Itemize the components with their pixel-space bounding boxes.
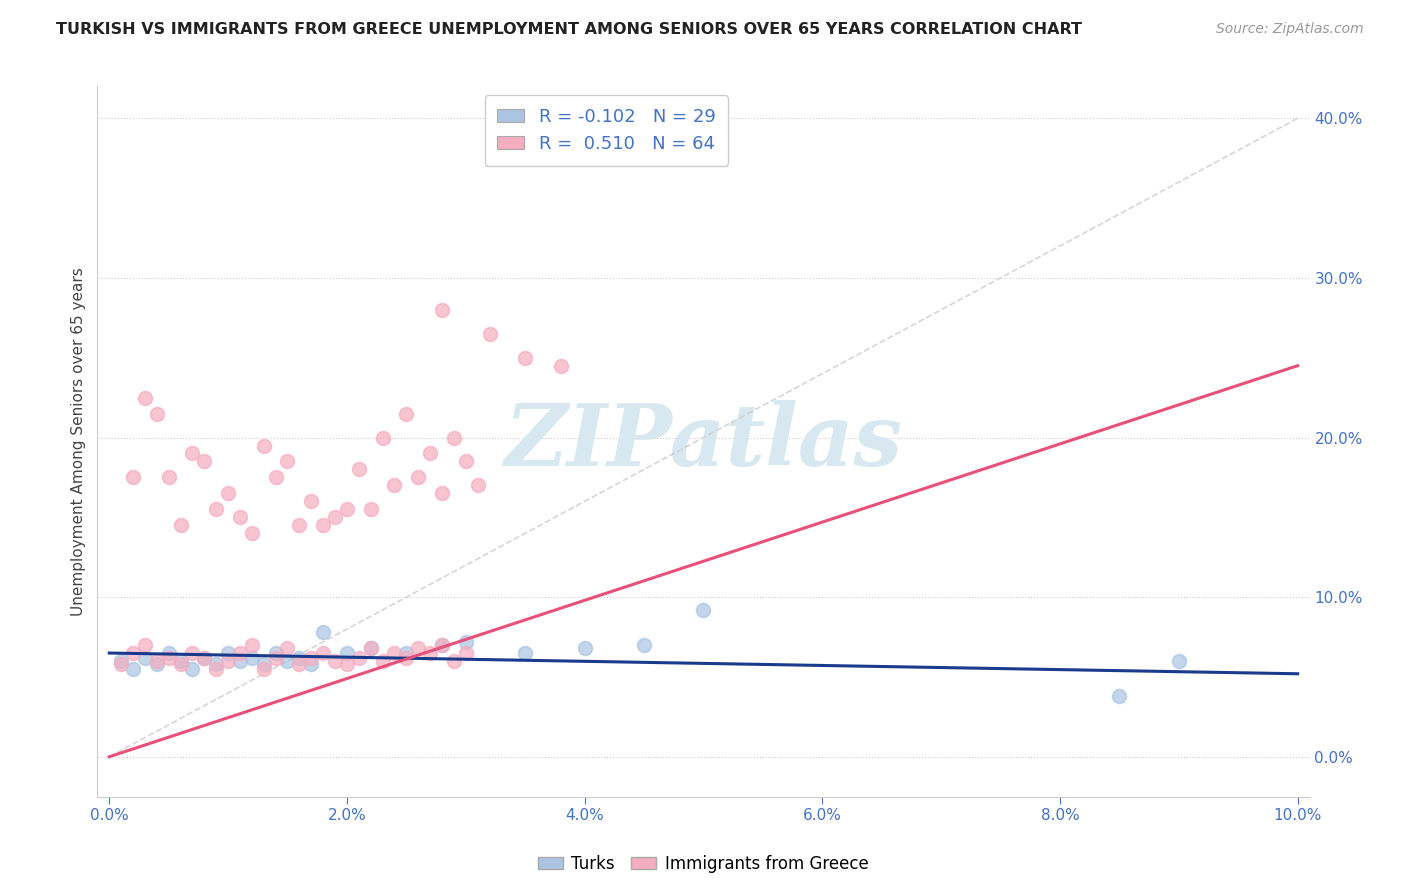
Point <box>240 650 263 665</box>
Point <box>299 657 322 672</box>
Point <box>146 654 169 668</box>
Point <box>467 478 489 492</box>
Point <box>430 638 453 652</box>
Point <box>193 650 215 665</box>
Point <box>360 641 382 656</box>
Point <box>110 657 132 672</box>
Point <box>299 650 322 665</box>
Point <box>253 438 276 452</box>
Point <box>312 518 335 533</box>
Point <box>134 638 156 652</box>
Point <box>323 654 346 668</box>
Point <box>384 646 406 660</box>
Point <box>253 662 276 676</box>
Point <box>430 486 453 500</box>
Point <box>122 662 145 676</box>
Point <box>181 446 204 460</box>
Point <box>454 635 477 649</box>
Point <box>169 654 191 668</box>
Point <box>384 478 406 492</box>
Point <box>454 646 477 660</box>
Point <box>406 641 429 656</box>
Point <box>406 470 429 484</box>
Point <box>633 638 655 652</box>
Point <box>336 502 359 516</box>
Text: ZIPatlas: ZIPatlas <box>505 400 903 483</box>
Point <box>264 470 287 484</box>
Point <box>181 662 204 676</box>
Point <box>276 454 298 468</box>
Point <box>193 454 215 468</box>
Point <box>169 518 191 533</box>
Point <box>454 454 477 468</box>
Point <box>443 654 465 668</box>
Point <box>288 657 311 672</box>
Point <box>205 657 228 672</box>
Point <box>419 446 441 460</box>
Point <box>253 657 276 672</box>
Point <box>299 494 322 508</box>
Point <box>264 646 287 660</box>
Point <box>347 462 370 476</box>
Point <box>110 654 132 668</box>
Point <box>205 662 228 676</box>
Legend: R = -0.102   N = 29, R =  0.510   N = 64: R = -0.102 N = 29, R = 0.510 N = 64 <box>485 95 728 166</box>
Point <box>360 502 382 516</box>
Point <box>371 431 394 445</box>
Point <box>217 646 239 660</box>
Point <box>288 650 311 665</box>
Point <box>146 657 169 672</box>
Point <box>122 646 145 660</box>
Point <box>395 407 418 421</box>
Point <box>312 625 335 640</box>
Point <box>157 650 180 665</box>
Point <box>240 638 263 652</box>
Point <box>1167 654 1189 668</box>
Point <box>193 650 215 665</box>
Point <box>157 470 180 484</box>
Point <box>229 654 252 668</box>
Point <box>276 641 298 656</box>
Point <box>550 359 572 373</box>
Point <box>371 654 394 668</box>
Point <box>692 603 714 617</box>
Point <box>360 641 382 656</box>
Point <box>288 518 311 533</box>
Point <box>323 510 346 524</box>
Point <box>229 646 252 660</box>
Point <box>312 646 335 660</box>
Point <box>146 407 169 421</box>
Point <box>169 657 191 672</box>
Point <box>419 646 441 660</box>
Point <box>336 646 359 660</box>
Point <box>122 470 145 484</box>
Point <box>205 502 228 516</box>
Point <box>515 351 537 365</box>
Point <box>515 646 537 660</box>
Point <box>134 391 156 405</box>
Point <box>229 510 252 524</box>
Point <box>395 650 418 665</box>
Point <box>1108 689 1130 703</box>
Point <box>181 646 204 660</box>
Point <box>347 650 370 665</box>
Point <box>217 486 239 500</box>
Point <box>574 641 596 656</box>
Text: TURKISH VS IMMIGRANTS FROM GREECE UNEMPLOYMENT AMONG SENIORS OVER 65 YEARS CORRE: TURKISH VS IMMIGRANTS FROM GREECE UNEMPL… <box>56 22 1083 37</box>
Point <box>157 646 180 660</box>
Point <box>478 326 501 341</box>
Y-axis label: Unemployment Among Seniors over 65 years: Unemployment Among Seniors over 65 years <box>72 267 86 615</box>
Point <box>240 526 263 541</box>
Point <box>264 650 287 665</box>
Point <box>430 638 453 652</box>
Point <box>430 302 453 317</box>
Point <box>443 431 465 445</box>
Legend: Turks, Immigrants from Greece: Turks, Immigrants from Greece <box>531 848 875 880</box>
Point <box>336 657 359 672</box>
Point <box>395 646 418 660</box>
Point <box>134 650 156 665</box>
Point <box>276 654 298 668</box>
Point <box>217 654 239 668</box>
Text: Source: ZipAtlas.com: Source: ZipAtlas.com <box>1216 22 1364 37</box>
